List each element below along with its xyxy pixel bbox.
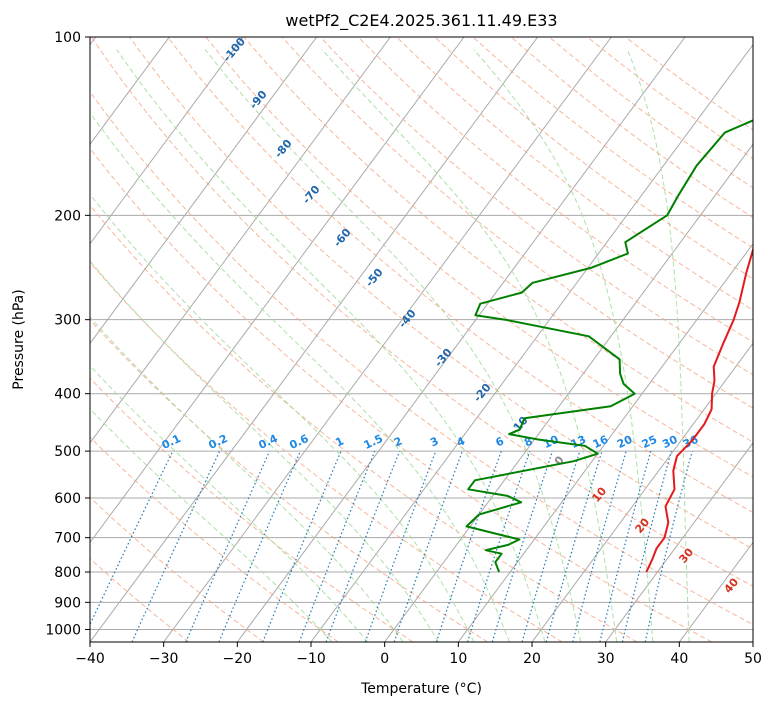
isotherm-line [531, 342, 753, 642]
dry-adiabat-line [319, 37, 753, 376]
moist-adiabat-line [90, 193, 475, 642]
background-lines [90, 37, 753, 642]
isotherm-line [90, 37, 391, 444]
y-tick-label: 700 [54, 531, 81, 547]
y-tick-label: 500 [54, 444, 81, 460]
y-tick-label: 300 [54, 313, 81, 329]
isotherm-line [310, 43, 753, 642]
x-tick-label: 0 [380, 651, 389, 667]
mixing-ratio-line [393, 450, 463, 642]
dry-adiabat-line [90, 90, 753, 626]
plot-frame [89, 36, 754, 643]
x-tick-label: 40 [670, 651, 688, 667]
isotherm-line [90, 37, 465, 544]
mixing-ratio-label: 30 [660, 433, 680, 451]
isotherm-line [605, 442, 753, 642]
dry-adiabat-line [358, 37, 753, 343]
dry-adiabat-line [243, 37, 753, 443]
mixing-ratio-line [491, 450, 554, 642]
moist-adiabat-line [90, 111, 510, 642]
x-tick-label: −20 [223, 651, 253, 667]
mixing-ratio-line [599, 450, 652, 642]
dry-adiabat-line [281, 37, 753, 409]
y-tick-label: 600 [54, 491, 81, 507]
mixing-ratio-line [131, 450, 221, 642]
x-tick-label: −10 [296, 651, 326, 667]
isotherm-line [90, 37, 318, 345]
y-axis-ticks: 100 200 300 400 500 600 700 800 900 1000 [45, 30, 90, 638]
x-tick-label: −40 [75, 651, 105, 667]
x-tick-label: 20 [523, 651, 541, 667]
x-tick-label: 50 [744, 651, 762, 667]
profile-line-1 [465, 119, 753, 573]
dry-adiabat-line [434, 37, 753, 280]
isotherm-line [90, 37, 170, 146]
dry-adiabat-line [90, 496, 264, 642]
moist-adiabat-line [321, 49, 618, 642]
x-tick-label: 30 [597, 651, 615, 667]
mixing-ratio-line [218, 450, 302, 642]
moist-adiabat-line [90, 316, 404, 642]
mixing-ratio-line [644, 450, 693, 642]
moist-adiabat-line [473, 49, 654, 642]
isotherm-line [236, 37, 686, 642]
dry-adiabat-line [129, 37, 753, 550]
y-tick-label: 1000 [45, 622, 81, 638]
mixing-ratio-line [364, 450, 437, 642]
mixing-ratio-line [621, 450, 672, 642]
moist-adiabat-line [90, 260, 439, 642]
profile-series [465, 119, 753, 573]
dry-adiabat-line [90, 261, 563, 642]
moist-adiabat-line [204, 49, 582, 642]
y-tick-label: 800 [54, 565, 81, 581]
moist-adiabat-line [90, 408, 333, 642]
moist-adiabat-line [626, 49, 690, 642]
dry-adiabat-line [472, 37, 753, 249]
mixing-ratio-line [435, 450, 502, 642]
mixing-ratio-label: 25 [640, 433, 659, 451]
x-axis-ticks: −40 −30 −20 −10 0 10 20 30 40 50 [75, 642, 762, 667]
y-tick-label: 200 [54, 208, 81, 224]
x-axis-label: Temperature (°C) [360, 681, 482, 697]
dry-adiabat-line [548, 37, 753, 189]
y-axis-label: Pressure (hPa) [11, 289, 27, 389]
mixing-ratio-line [90, 450, 174, 626]
mixing-ratio-label: 16 [591, 433, 611, 451]
dry-adiabat-line [90, 204, 638, 642]
isotherm-line [163, 37, 612, 642]
isotherm-line [90, 37, 539, 642]
chart-title: wetPf2_C2E4.2025.361.11.49.E33 [285, 11, 557, 31]
y-tick-label: 900 [54, 595, 81, 611]
dry-adiabat-line [90, 147, 712, 642]
profile-line-0 [645, 246, 753, 573]
mixing-ratio-line [572, 450, 627, 642]
x-tick-label: 10 [449, 651, 467, 667]
mixing-ratio-line [545, 450, 603, 642]
dry-adiabat-line [396, 37, 753, 311]
mixing-ratio-label: 20 [615, 433, 635, 451]
dry-adiabat-line [167, 37, 753, 514]
dry-adiabat-line [205, 37, 753, 478]
isotherm-line [457, 242, 753, 642]
isotherm-line [90, 37, 244, 245]
mixing-ratio-line [521, 450, 581, 642]
y-tick-label: 400 [54, 387, 81, 403]
isotherm-line [384, 143, 753, 642]
x-tick-label: −30 [149, 651, 179, 667]
y-tick-label: 100 [54, 30, 81, 46]
moist-adiabat-line [116, 49, 546, 642]
